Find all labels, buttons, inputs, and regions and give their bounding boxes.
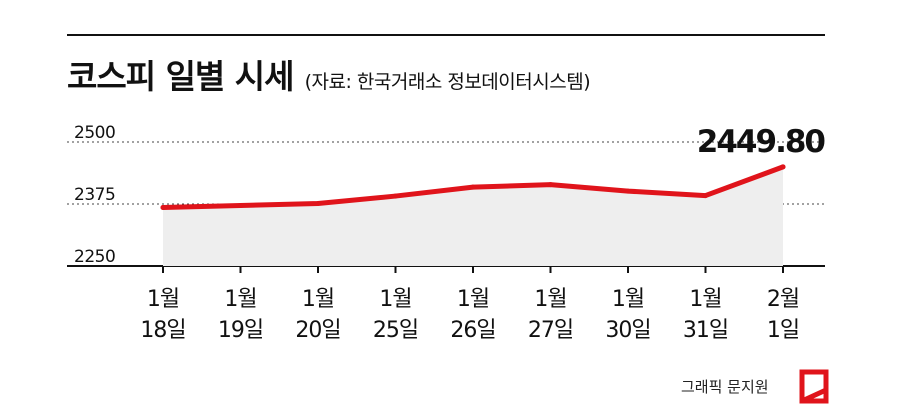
x-tick-label: 1월 30일	[605, 287, 650, 343]
x-tick-label: 1월 19일	[218, 287, 263, 343]
data-point	[625, 188, 631, 194]
source-note: (자료: 한국거래소 정보데이터시스템)	[304, 71, 591, 93]
x-tick-label-line: 1월	[534, 287, 566, 312]
x-tick-label-line: 2월	[767, 287, 799, 312]
x-tick-label-line: 1월	[457, 287, 489, 312]
x-tick-label: 1월 31일	[683, 287, 728, 343]
last-value-label: 2449.80	[697, 124, 826, 160]
x-tick-label-line: 31일	[683, 318, 728, 343]
y-tick-label: 2375	[74, 185, 115, 205]
x-tick-label-line: 26일	[450, 318, 495, 343]
data-point	[780, 164, 786, 170]
x-tick-label-line: 18일	[140, 318, 185, 343]
x-tick-label-line: 20일	[295, 318, 340, 343]
value-label-layer: 2449.80	[697, 124, 828, 160]
x-tick-label-line: 1일	[767, 318, 799, 343]
data-point	[703, 193, 708, 199]
y-tick-label: 2250	[74, 247, 115, 267]
x-tick-label-line: 30일	[605, 318, 650, 343]
top-rule	[67, 34, 825, 36]
data-point	[393, 193, 398, 199]
credit-text: 그래픽 문지원	[681, 378, 769, 396]
x-tick-label-line: 27일	[528, 318, 573, 343]
data-point	[160, 204, 166, 210]
data-point	[315, 201, 321, 207]
data-point	[238, 202, 243, 208]
x-tick-label: 1월 27일	[528, 287, 573, 343]
x-tick-label-line: 1월	[147, 287, 179, 312]
area-fill	[163, 166, 783, 266]
title-block: 코스피 일별 시세 (자료: 한국거래소 정보데이터시스템)	[67, 50, 591, 98]
x-tick-label: 2월 1일	[767, 287, 799, 343]
y-tick-layer: 2500 2375 2250	[74, 123, 116, 267]
x-tick-label-line: 1월	[612, 287, 644, 312]
x-tick-label-line: 1월	[224, 287, 256, 312]
y-tick-label: 2500	[74, 123, 115, 143]
logo-icon	[799, 369, 829, 404]
x-tick-label-line: 19일	[218, 318, 263, 343]
x-tick-label: 1월 20일	[295, 287, 340, 343]
x-tick-label: 1월 18일	[140, 287, 185, 343]
data-point	[470, 184, 476, 190]
chart-title: 코스피 일별 시세	[67, 57, 294, 96]
x-tick-label-line: 1월	[302, 287, 334, 312]
x-tick-label: 1월 25일	[373, 287, 418, 343]
line-layer	[160, 164, 786, 210]
x-tick-label: 1월 26일	[450, 287, 495, 343]
data-point	[548, 182, 553, 188]
x-tick-label-line: 25일	[373, 318, 418, 343]
x-tick-label-line: 1월	[689, 287, 721, 312]
area-layer	[163, 166, 783, 266]
x-tick-label-line: 1월	[379, 287, 411, 312]
